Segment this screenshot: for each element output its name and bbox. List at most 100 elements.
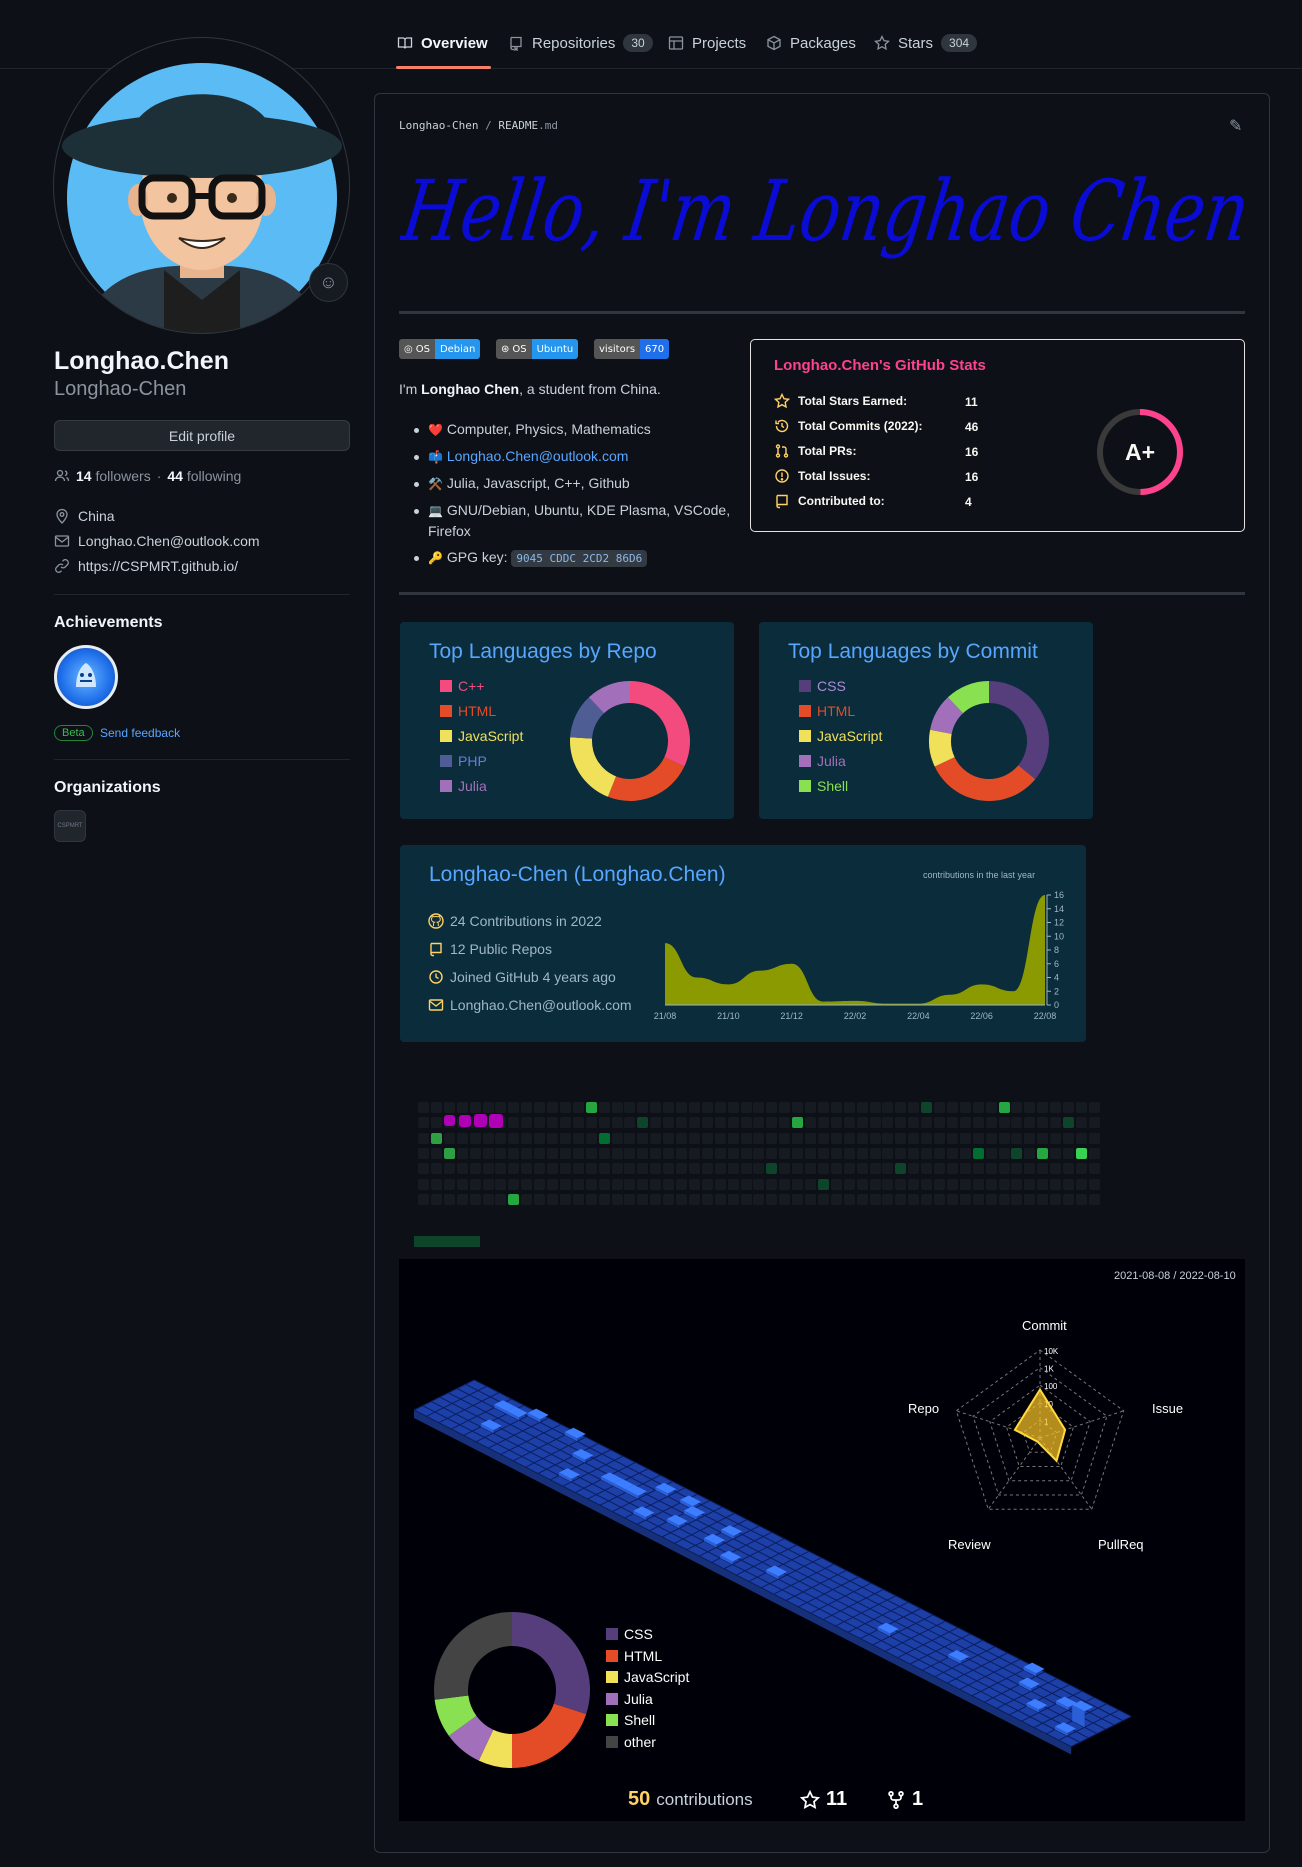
- contribution-day[interactable]: [572, 1163, 584, 1175]
- contribution-day[interactable]: [1088, 1102, 1100, 1113]
- contribution-day[interactable]: [443, 1163, 455, 1175]
- contribution-day[interactable]: [1088, 1132, 1100, 1144]
- contribution-day[interactable]: [714, 1193, 726, 1205]
- contribution-day[interactable]: [469, 1163, 481, 1175]
- contribution-day[interactable]: [921, 1193, 933, 1205]
- contribution-day[interactable]: [959, 1163, 971, 1175]
- contribution-day[interactable]: [843, 1132, 855, 1144]
- contribution-day[interactable]: [430, 1102, 442, 1113]
- contribution-day[interactable]: [869, 1147, 881, 1159]
- contribution-day[interactable]: [508, 1163, 520, 1175]
- contribution-day[interactable]: [495, 1178, 507, 1190]
- contribution-day[interactable]: [469, 1102, 481, 1113]
- contribution-day[interactable]: [1011, 1163, 1023, 1175]
- contribution-day[interactable]: [779, 1117, 791, 1129]
- contribution-day[interactable]: [985, 1117, 997, 1129]
- tab-projects[interactable]: Projects: [668, 30, 746, 56]
- contribution-day[interactable]: [727, 1117, 739, 1129]
- contribution-day[interactable]: [714, 1178, 726, 1190]
- contribution-day[interactable]: [547, 1147, 558, 1159]
- contribution-day[interactable]: [843, 1193, 855, 1205]
- contribution-day[interactable]: [521, 1102, 533, 1113]
- contribution-day[interactable]: [817, 1117, 829, 1129]
- contribution-day[interactable]: [740, 1132, 752, 1144]
- set-status-button[interactable]: ☺: [309, 263, 348, 302]
- contribution-day[interactable]: [1024, 1147, 1036, 1159]
- contribution-day[interactable]: [508, 1102, 520, 1113]
- contribution-day[interactable]: [753, 1102, 765, 1113]
- contribution-day[interactable]: [792, 1132, 804, 1144]
- contribution-day[interactable]: [882, 1163, 894, 1175]
- contribution-day[interactable]: [547, 1178, 558, 1190]
- contribution-day[interactable]: [701, 1102, 713, 1113]
- contribution-day[interactable]: [676, 1117, 687, 1129]
- contribution-day[interactable]: [727, 1178, 739, 1190]
- contribution-day[interactable]: [456, 1193, 468, 1205]
- contribution-day[interactable]: [714, 1132, 726, 1144]
- contribution-day[interactable]: [959, 1117, 971, 1129]
- contribution-day[interactable]: [869, 1132, 881, 1144]
- readme-owner-link[interactable]: Longhao-Chen: [399, 119, 479, 132]
- contribution-day[interactable]: [482, 1102, 494, 1113]
- contribution-day[interactable]: [688, 1178, 700, 1190]
- contribution-day[interactable]: [521, 1193, 533, 1205]
- contribution-day[interactable]: [740, 1102, 752, 1113]
- contribution-day[interactable]: [443, 1102, 455, 1113]
- contribution-day[interactable]: [792, 1193, 804, 1205]
- contribution-day[interactable]: [1050, 1132, 1062, 1144]
- contribution-day[interactable]: [611, 1117, 623, 1129]
- contribution-day[interactable]: [817, 1147, 829, 1159]
- contribution-day[interactable]: [598, 1117, 610, 1129]
- contribution-day[interactable]: [688, 1147, 700, 1159]
- contribution-day[interactable]: [985, 1193, 997, 1205]
- contribution-day[interactable]: [727, 1102, 739, 1113]
- contribution-day[interactable]: [959, 1178, 971, 1190]
- contribution-day[interactable]: [792, 1178, 804, 1190]
- contribution-day[interactable]: [998, 1163, 1010, 1175]
- contribution-day[interactable]: [985, 1147, 997, 1159]
- contribution-day[interactable]: [547, 1102, 558, 1113]
- contribution-day[interactable]: [766, 1132, 778, 1144]
- contribution-day[interactable]: [495, 1193, 507, 1205]
- edit-readme-button[interactable]: ✎: [1229, 116, 1242, 136]
- contribution-day[interactable]: [676, 1132, 687, 1144]
- org-avatar[interactable]: CSPMRT: [54, 810, 86, 842]
- contribution-day[interactable]: [469, 1132, 481, 1144]
- contribution-day[interactable]: [637, 1102, 649, 1113]
- contribution-day[interactable]: [1011, 1147, 1023, 1159]
- contribution-day[interactable]: [663, 1178, 675, 1190]
- website-item[interactable]: https://CSPMRT.github.io/: [54, 558, 238, 574]
- contribution-day[interactable]: [1037, 1102, 1049, 1113]
- contribution-day[interactable]: [830, 1102, 842, 1113]
- contribution-day[interactable]: [534, 1178, 546, 1190]
- contribution-day[interactable]: [688, 1117, 700, 1129]
- contribution-day[interactable]: [882, 1102, 894, 1113]
- contribution-day[interactable]: [869, 1178, 881, 1190]
- contribution-day[interactable]: [559, 1163, 571, 1175]
- tab-overview[interactable]: Overview: [397, 30, 488, 56]
- tab-repositories[interactable]: Repositories 30: [508, 30, 653, 56]
- contribution-day[interactable]: [521, 1163, 533, 1175]
- contribution-day[interactable]: [443, 1178, 455, 1190]
- contribution-day[interactable]: [1088, 1147, 1100, 1159]
- contribution-day[interactable]: [830, 1193, 842, 1205]
- contribution-day[interactable]: [972, 1178, 984, 1190]
- contribution-day[interactable]: [1063, 1163, 1074, 1175]
- contribution-day[interactable]: [534, 1147, 546, 1159]
- contribution-day[interactable]: [598, 1178, 610, 1190]
- contribution-day[interactable]: [701, 1117, 713, 1129]
- visitors-shield[interactable]: visitors 670: [594, 339, 670, 359]
- contribution-day[interactable]: [766, 1178, 778, 1190]
- contribution-day[interactable]: [521, 1132, 533, 1144]
- contribution-day[interactable]: [598, 1102, 610, 1113]
- contribution-day[interactable]: [598, 1193, 610, 1205]
- contribution-day[interactable]: [701, 1147, 713, 1159]
- contribution-day[interactable]: [1011, 1117, 1023, 1129]
- contribution-day[interactable]: [856, 1193, 868, 1205]
- contribution-day[interactable]: [908, 1132, 920, 1144]
- contribution-day[interactable]: [598, 1163, 610, 1175]
- contribution-day[interactable]: [766, 1163, 778, 1175]
- contribution-day[interactable]: [495, 1132, 507, 1144]
- contribution-day[interactable]: [908, 1102, 920, 1113]
- contribution-day[interactable]: [805, 1193, 816, 1205]
